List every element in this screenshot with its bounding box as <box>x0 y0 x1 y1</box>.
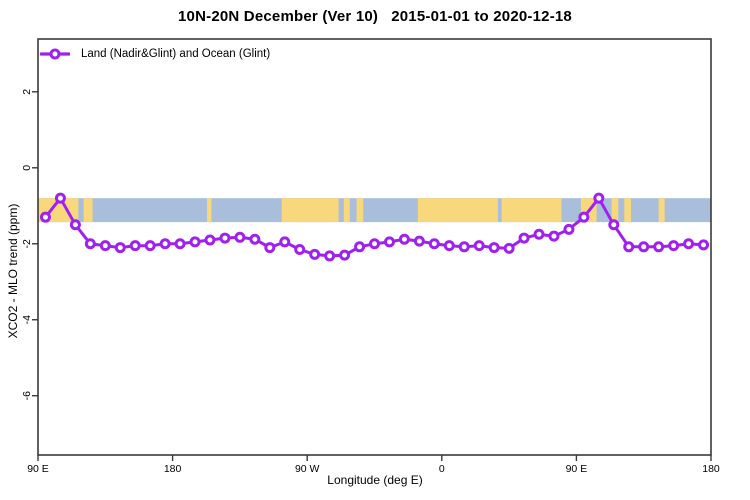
data-point-marker <box>578 211 590 223</box>
x-tick-label: 180 <box>164 463 182 475</box>
map-band-land-patch <box>611 198 619 223</box>
data-point-marker <box>309 248 321 260</box>
data-point-marker <box>204 234 216 246</box>
data-point-marker <box>518 232 530 244</box>
data-point-marker <box>488 242 500 254</box>
map-band-land-patch <box>417 198 498 223</box>
x-tick-label: 90 E <box>566 463 588 475</box>
data-point-marker <box>428 238 440 250</box>
data-point-marker <box>159 238 171 250</box>
x-tick-label: 0 <box>439 463 445 475</box>
data-point-marker <box>638 241 650 253</box>
data-point-marker <box>174 238 186 250</box>
data-point-marker <box>473 240 485 252</box>
y-tick-label: 0 <box>21 165 33 171</box>
data-point-marker <box>503 242 515 254</box>
data-point-marker <box>383 236 395 248</box>
data-point-marker <box>264 242 276 254</box>
x-axis-label: Longitude (deg E) <box>327 473 423 487</box>
map-band-land-patch <box>83 198 93 223</box>
data-point-marker <box>593 192 605 204</box>
data-point-marker <box>129 240 141 252</box>
legend: Land (Nadir&Glint) and Ocean (Glint) <box>40 47 270 61</box>
data-point-marker <box>189 236 201 248</box>
data-point-marker <box>413 235 425 247</box>
data-point-marker <box>279 236 291 248</box>
data-point-marker <box>698 239 710 251</box>
y-tick-label: -4 <box>21 315 33 324</box>
data-point-marker <box>354 241 366 253</box>
map-band-land-patch <box>343 198 350 223</box>
data-point-marker <box>608 219 620 231</box>
map-band-land-patch <box>624 198 631 223</box>
map-band-land-patch <box>206 198 212 223</box>
data-point-marker <box>219 232 231 244</box>
data-point-marker <box>324 250 336 262</box>
data-point-marker <box>369 238 380 250</box>
data-point-marker <box>54 192 66 204</box>
data-point-marker <box>398 233 410 245</box>
map-band-land-patch <box>658 198 665 223</box>
data-point-marker <box>39 211 51 223</box>
data-point-marker <box>339 249 351 261</box>
data-point-marker <box>623 241 635 253</box>
data-point-marker <box>294 243 306 255</box>
data-point-marker <box>144 240 156 252</box>
data-point-marker <box>84 238 96 250</box>
data-point-marker <box>548 230 560 242</box>
map-band-land-patch <box>281 198 339 223</box>
y-tick-label: 2 <box>21 89 33 95</box>
data-point-marker <box>249 233 261 245</box>
data-point-marker <box>533 228 545 240</box>
legend-label: Land (Nadir&Glint) and Ocean (Glint) <box>81 48 271 60</box>
data-point-marker <box>458 241 470 253</box>
data-point-marker <box>99 240 111 252</box>
legend-line-marker-icon <box>40 47 70 61</box>
data-point-marker <box>668 240 680 252</box>
plot-frame <box>37 38 712 456</box>
data-point-marker <box>653 241 665 253</box>
y-tick-label: -2 <box>21 239 33 248</box>
map-band-land-patch <box>356 198 364 223</box>
y-axis-label: XCO2 - MLO trend (ppm) <box>6 203 20 339</box>
data-point-marker <box>114 242 126 254</box>
data-point-marker <box>234 231 246 243</box>
data-point-marker <box>683 238 695 250</box>
y-tick-label: -6 <box>21 391 33 400</box>
data-point-marker <box>69 219 81 231</box>
chart-title: 10N-20N December (Ver 10) 2015-01-01 to … <box>178 8 572 25</box>
data-point-marker <box>563 223 575 235</box>
x-tick-label: 180 <box>702 463 720 475</box>
x-tick-label: 90 E <box>27 463 49 475</box>
map-band-land-patch <box>501 198 562 223</box>
x-tick-label: 90 W <box>295 463 320 475</box>
data-point-marker <box>443 240 455 252</box>
